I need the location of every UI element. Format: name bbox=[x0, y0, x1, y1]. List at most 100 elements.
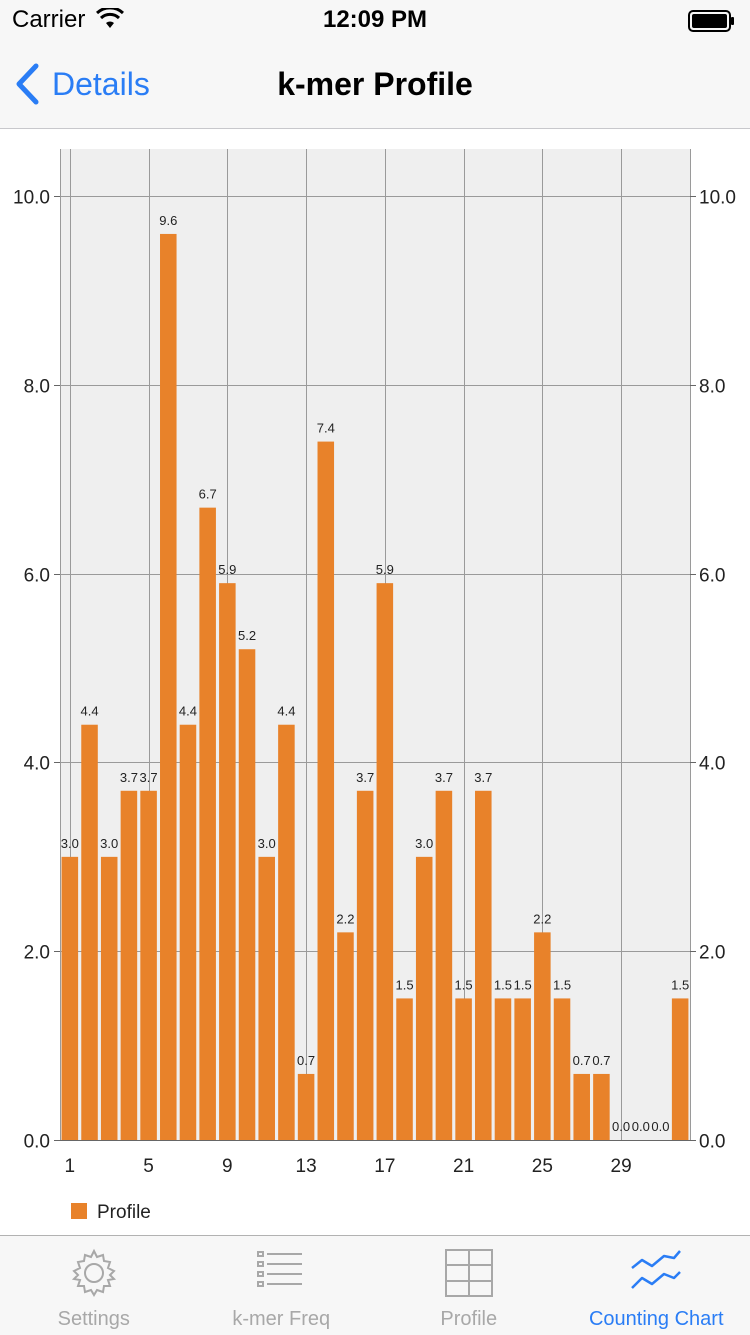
bar bbox=[62, 857, 79, 1140]
y-tick-label-right: 10.0 bbox=[699, 188, 736, 209]
bar bbox=[554, 998, 571, 1140]
tab-settings-label: Settings bbox=[0, 1308, 188, 1331]
tab-profile-label: Profile bbox=[375, 1308, 563, 1331]
y-tick-label-right: 4.0 bbox=[699, 754, 725, 775]
y-tick-label-right: 2.0 bbox=[699, 943, 725, 964]
bar bbox=[573, 1074, 590, 1140]
legend-swatch bbox=[71, 1203, 87, 1219]
bar-value-label: 0.7 bbox=[297, 1053, 315, 1068]
bar bbox=[534, 932, 551, 1140]
bar bbox=[160, 234, 177, 1140]
bar-value-label: 5.2 bbox=[238, 628, 256, 643]
x-tick-label: 1 bbox=[65, 1156, 76, 1177]
tab-settings[interactable]: Settings bbox=[0, 1236, 188, 1335]
bar-value-label: 4.4 bbox=[277, 704, 295, 719]
bar-value-label: 3.7 bbox=[435, 770, 453, 785]
tab-profile[interactable]: Profile bbox=[375, 1236, 563, 1335]
bar bbox=[377, 583, 394, 1140]
tab-counting-chart[interactable]: Counting Chart bbox=[563, 1236, 750, 1335]
y-tick-label-left: 6.0 bbox=[24, 566, 50, 587]
bar bbox=[298, 1074, 315, 1140]
bar-value-label: 1.5 bbox=[514, 977, 532, 992]
battery-icon bbox=[688, 10, 736, 37]
bar bbox=[81, 725, 98, 1140]
bar-value-label: 5.9 bbox=[376, 562, 394, 577]
x-tick-label: 17 bbox=[374, 1156, 395, 1177]
bar-value-label: 0.7 bbox=[573, 1053, 591, 1068]
bar-value-label: 3.7 bbox=[356, 770, 374, 785]
bar bbox=[199, 508, 216, 1140]
bar bbox=[514, 998, 531, 1140]
bar bbox=[121, 791, 138, 1140]
bar bbox=[239, 649, 256, 1140]
tab-counting-chart-label: Counting Chart bbox=[563, 1308, 750, 1331]
bar-value-label: 3.7 bbox=[120, 770, 138, 785]
bar bbox=[455, 998, 472, 1140]
status-bar: Carrier 12:09 PM bbox=[0, 0, 750, 40]
bar-value-label: 4.4 bbox=[179, 704, 197, 719]
bar bbox=[495, 998, 512, 1140]
bar-value-label: 3.0 bbox=[415, 836, 433, 851]
bar bbox=[140, 791, 157, 1140]
list-icon bbox=[256, 1248, 306, 1299]
clock-time: 12:09 PM bbox=[0, 6, 750, 34]
tab-bar: Settings k-mer Freq bbox=[0, 1235, 750, 1335]
bar-value-label: 6.7 bbox=[199, 487, 217, 502]
x-tick-label: 25 bbox=[532, 1156, 553, 1177]
y-tick-label-right: 0.0 bbox=[699, 1132, 725, 1153]
x-tick-label: 21 bbox=[453, 1156, 474, 1177]
bar bbox=[337, 932, 354, 1140]
bar-value-label: 3.0 bbox=[100, 836, 118, 851]
bar bbox=[357, 791, 374, 1140]
bar bbox=[593, 1074, 610, 1140]
tab-kmer-freq-label: k-mer Freq bbox=[188, 1308, 376, 1331]
bar-value-label: 1.5 bbox=[455, 977, 473, 992]
y-tick-label-right: 6.0 bbox=[699, 566, 725, 587]
page-title: k-mer Profile bbox=[0, 66, 750, 103]
bar bbox=[219, 583, 236, 1140]
navigation-bar: Details k-mer Profile bbox=[0, 40, 750, 129]
x-tick-label: 5 bbox=[143, 1156, 154, 1177]
bar-value-label: 1.5 bbox=[494, 977, 512, 992]
y-tick-label-left: 2.0 bbox=[24, 943, 50, 964]
bar-value-label: 1.5 bbox=[553, 977, 571, 992]
legend-label: Profile bbox=[97, 1202, 151, 1223]
bar bbox=[436, 791, 453, 1140]
bar bbox=[180, 725, 197, 1140]
bar-value-label: 9.6 bbox=[159, 213, 177, 228]
bar bbox=[258, 857, 275, 1140]
line-chart-icon bbox=[630, 1248, 682, 1297]
bar-value-label: 1.5 bbox=[395, 977, 413, 992]
bar-value-label: 5.9 bbox=[218, 562, 236, 577]
y-tick-label-left: 8.0 bbox=[24, 377, 50, 398]
bar-value-label: 3.7 bbox=[140, 770, 158, 785]
y-tick-label-left: 0.0 bbox=[24, 1132, 50, 1153]
bar-value-label: 0.0 bbox=[612, 1119, 630, 1134]
bar-value-label: 0.0 bbox=[651, 1119, 669, 1134]
bar bbox=[278, 725, 295, 1140]
bar-value-label: 3.0 bbox=[61, 836, 79, 851]
bar bbox=[475, 791, 492, 1140]
bar-value-label: 3.7 bbox=[474, 770, 492, 785]
x-tick-label: 13 bbox=[296, 1156, 317, 1177]
bar bbox=[672, 998, 689, 1140]
gear-icon bbox=[69, 1248, 119, 1303]
bar-value-label: 2.2 bbox=[336, 911, 354, 926]
y-tick-label-left: 10.0 bbox=[13, 188, 50, 209]
x-tick-label: 9 bbox=[222, 1156, 233, 1177]
bar-value-label: 3.0 bbox=[258, 836, 276, 851]
bar-value-label: 7.4 bbox=[317, 421, 335, 436]
bar bbox=[318, 442, 335, 1140]
bar-value-label: 2.2 bbox=[533, 911, 551, 926]
y-tick-label-right: 8.0 bbox=[699, 377, 725, 398]
bar bbox=[416, 857, 433, 1140]
bar bbox=[101, 857, 118, 1140]
tab-kmer-freq[interactable]: k-mer Freq bbox=[188, 1236, 376, 1335]
bar-value-label: 0.7 bbox=[592, 1053, 610, 1068]
bar-value-label: 1.5 bbox=[671, 977, 689, 992]
bar-value-label: 4.4 bbox=[80, 704, 98, 719]
grid-icon bbox=[444, 1248, 494, 1303]
x-tick-label: 29 bbox=[611, 1156, 632, 1177]
